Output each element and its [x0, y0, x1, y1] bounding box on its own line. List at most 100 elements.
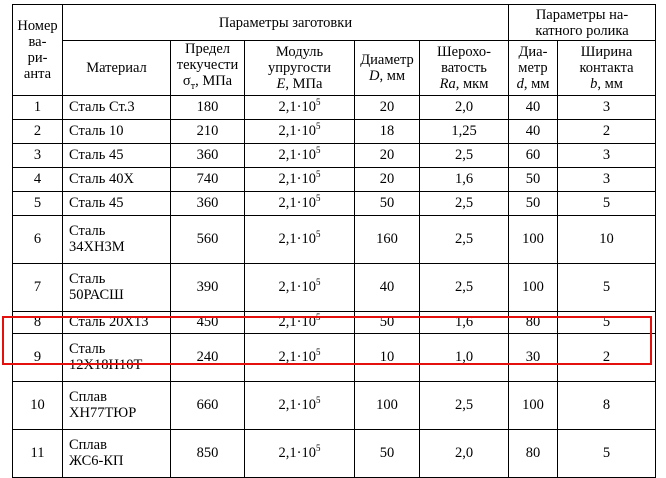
header-yield-strength-unit: , МПа — [195, 73, 233, 89]
material-cell: Сплав ЖС6-КП — [62, 428, 171, 478]
header-roller-diameter: Диа- метр d, мм — [508, 40, 558, 96]
modulus-base: 2,1·10 — [278, 99, 316, 116]
contact-width-cell: 3 — [556, 166, 657, 192]
roller-diameter-cell: 60 — [508, 142, 558, 168]
variant-number-cell: 2 — [12, 118, 63, 144]
material-cell: Сталь 45 — [62, 142, 171, 168]
header-contact-width: Ширина контакта b, мм — [556, 40, 657, 96]
modulus-base: 2,1·10 — [278, 195, 316, 212]
material-cell: Сталь 34ХН3М — [62, 214, 171, 264]
header-roller-diameter-unit: , мм — [523, 75, 550, 92]
roughness-cell: 1,6 — [419, 166, 509, 192]
modulus-base: 2,1·10 — [278, 314, 316, 331]
header-variant-number: Номер ва- ри- анта — [12, 4, 63, 96]
modulus-exponent: 5 — [315, 97, 321, 108]
contact-width-cell: 3 — [556, 142, 657, 168]
yield-strength-cell: 360 — [170, 142, 245, 168]
contact-width-cell: 5 — [556, 190, 657, 216]
material-cell: Сталь 50РАСШ — [62, 262, 171, 312]
contact-width-cell: 2 — [556, 332, 657, 382]
modulus-exponent: 5 — [315, 193, 321, 204]
yield-strength-cell: 180 — [170, 94, 245, 120]
roller-diameter-cell: 100 — [508, 380, 558, 430]
roughness-cell: 2,0 — [419, 428, 509, 478]
elastic-modulus-cell: 2,1·105 — [244, 332, 355, 382]
modulus-base: 2,1·10 — [278, 279, 316, 296]
blank-diameter-cell: 10 — [354, 332, 420, 382]
roller-diameter-cell: 40 — [508, 118, 558, 144]
blank-diameter-cell: 18 — [354, 118, 420, 144]
modulus-base: 2,1·10 — [278, 171, 316, 188]
table-row: 6 Сталь 34ХН3М 560 2,1·105 160 2,5 100 10 — [12, 214, 657, 264]
blank-diameter-cell: 160 — [354, 214, 420, 264]
elastic-modulus-cell: 2,1·105 — [244, 166, 355, 192]
table-body: 1 Сталь Ст.3 180 2,1·105 20 2,0 40 3 2 Сталь 10 21… — [12, 94, 657, 478]
roller-diameter-cell: 100 — [508, 214, 558, 264]
modulus-exponent: 5 — [315, 277, 321, 288]
contact-width-cell: 10 — [556, 214, 657, 264]
blank-diameter-cell: 50 — [354, 428, 420, 478]
blank-diameter-cell: 20 — [354, 94, 420, 120]
material-cell: Сталь 45 — [62, 190, 171, 216]
header-roller-params: Параметры на- катного ролика — [507, 4, 657, 41]
blank-diameter-cell: 20 — [354, 166, 420, 192]
header-roughness: Шерохо- ватость Ra, мкм — [419, 40, 509, 96]
elastic-modulus-cell: 2,1·105 — [244, 428, 355, 478]
table-row: 9 Сталь 12Х18Н10Т 240 2,1·105 10 1,0 30 2 — [12, 332, 657, 382]
roughness-cell: 2,5 — [419, 214, 509, 264]
material-cell: Сплав ХН77ТЮР — [62, 380, 171, 430]
roller-diameter-cell: 40 — [508, 94, 558, 120]
modulus-exponent: 5 — [315, 443, 321, 454]
modulus-base: 2,1·10 — [278, 123, 316, 140]
modulus-exponent: 5 — [315, 229, 321, 240]
yield-strength-cell: 360 — [170, 190, 245, 216]
variant-number-cell: 11 — [12, 428, 63, 478]
header-elastic-modulus-text: Модуль упругости — [267, 43, 332, 76]
table-row: 2 Сталь 10 210 2,1·105 18 1,25 40 2 — [12, 118, 657, 144]
yield-strength-cell: 850 — [170, 428, 245, 478]
yield-strength-cell: 660 — [170, 380, 245, 430]
roller-diameter-cell: 30 — [508, 332, 558, 382]
header-roughness-text: Шерохо- ватость — [437, 43, 491, 76]
variant-number-cell: 7 — [12, 262, 63, 312]
header-yield-strength-symbol: σ — [182, 73, 191, 89]
header-material: Материал — [62, 40, 171, 96]
table-row: 5 Сталь 45 360 2,1·105 50 2,5 50 5 — [12, 190, 657, 216]
yield-strength-cell: 210 — [170, 118, 245, 144]
header-yield-strength: Предел текучести σт, МПа — [170, 40, 245, 96]
table-row: 10 Сплав ХН77ТЮР 660 2,1·105 100 2,5 100 8 — [12, 380, 657, 430]
modulus-base: 2,1·10 — [278, 147, 316, 164]
header-roughness-symbol: Ra — [439, 75, 456, 92]
header-blank-diameter-unit: , мм — [379, 67, 406, 84]
header-blank-diameter-text: Диаметр — [360, 51, 414, 68]
modulus-exponent: 5 — [315, 145, 321, 156]
modulus-base: 2,1·10 — [278, 397, 316, 414]
header-contact-width-text: Ширина контакта — [579, 43, 634, 76]
table-row: 11 Сплав ЖС6-КП 850 2,1·105 50 2,0 80 5 — [12, 428, 657, 478]
variant-number-cell: 3 — [12, 142, 63, 168]
header-elastic-modulus-unit: , МПа — [285, 75, 323, 92]
variant-number-cell: 10 — [12, 380, 63, 430]
contact-width-cell: 8 — [556, 380, 657, 430]
roughness-cell: 2,5 — [419, 190, 509, 216]
header-yield-strength-subscript: т — [190, 80, 196, 92]
modulus-exponent: 5 — [315, 395, 321, 406]
elastic-modulus-cell: 2,1·105 — [244, 262, 355, 312]
modulus-exponent: 5 — [315, 347, 321, 358]
header-roller-diameter-symbol: d — [516, 75, 524, 92]
elastic-modulus-cell: 2,1·105 — [244, 190, 355, 216]
roller-diameter-cell: 50 — [508, 190, 558, 216]
blank-diameter-cell: 100 — [354, 380, 420, 430]
roughness-cell: 1,25 — [419, 118, 509, 144]
header-blank-params: Параметры заготовки — [62, 4, 509, 41]
contact-width-cell: 5 — [556, 428, 657, 478]
elastic-modulus-cell: 2,1·105 — [244, 214, 355, 264]
header-roller-diameter-text: Диа- метр — [518, 43, 548, 76]
blank-diameter-cell: 40 — [354, 262, 420, 312]
roughness-cell: 1,0 — [419, 332, 509, 382]
contact-width-cell: 5 — [556, 262, 657, 312]
modulus-exponent: 5 — [315, 169, 321, 180]
elastic-modulus-cell: 2,1·105 — [244, 118, 355, 144]
yield-strength-cell: 390 — [170, 262, 245, 312]
variant-number-cell: 1 — [12, 94, 63, 120]
